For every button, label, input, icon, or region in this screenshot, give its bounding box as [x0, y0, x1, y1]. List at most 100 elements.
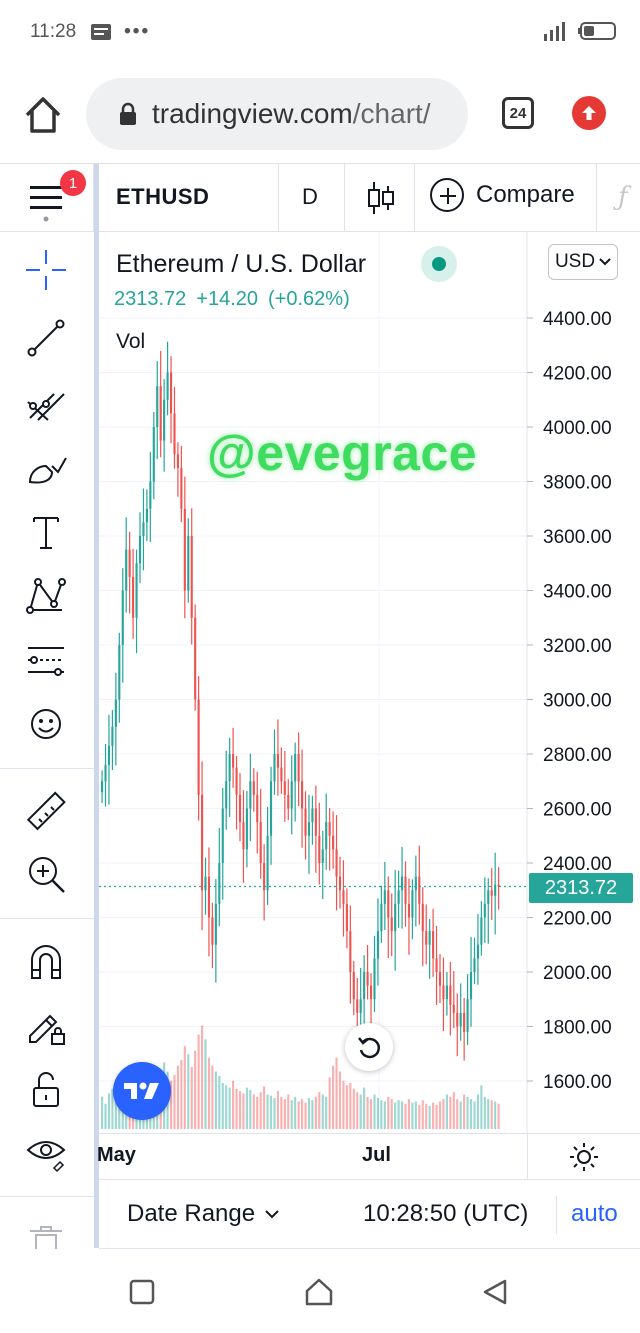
- zoom-in-tool[interactable]: [22, 850, 70, 898]
- price-axis-label: 2000.00: [543, 963, 612, 984]
- chart-type-button[interactable]: [366, 180, 396, 216]
- compare-button[interactable]: Compare: [430, 178, 575, 212]
- price-axis-label: 4400.00: [543, 309, 612, 330]
- candle-body: [107, 745, 111, 765]
- system-navigation-bar: [0, 1249, 640, 1333]
- volume-bar: [404, 1103, 407, 1129]
- candle-body: [190, 536, 193, 618]
- price-chart[interactable]: 4400.00 4200.00 4000.00 3800.00 3600.00 3400.…: [99, 232, 640, 1133]
- fib-tool[interactable]: [22, 378, 70, 426]
- battery-icon: [578, 22, 616, 40]
- crosshair-tool[interactable]: [22, 246, 70, 294]
- auto-scale-button[interactable]: auto: [571, 1200, 618, 1227]
- candle-body: [194, 617, 197, 700]
- candle-body: [435, 958, 438, 972]
- candle-body: [421, 903, 424, 932]
- volume-bar: [173, 1074, 176, 1129]
- candle-body: [335, 849, 338, 877]
- volume-bar: [228, 1087, 231, 1129]
- emoji-tool[interactable]: [22, 700, 70, 748]
- price-axis-label: 1800.00: [543, 1018, 612, 1039]
- unlock-icon: [33, 1072, 59, 1107]
- volume-bar: [383, 1101, 386, 1129]
- candle-body: [483, 903, 486, 918]
- smiley-icon: [31, 709, 61, 739]
- main-menu-button[interactable]: 1: [0, 164, 94, 232]
- candle-body: [369, 985, 373, 1000]
- address-bar[interactable]: tradingview.com/chart/: [86, 78, 468, 150]
- hide-drawings-tool[interactable]: [22, 1128, 70, 1176]
- volume-bar: [459, 1101, 462, 1129]
- volume-bar: [252, 1094, 255, 1129]
- chart-pane[interactable]: 4400.00 4200.00 4000.00 3800.00 3600.00 3400.…: [99, 232, 640, 1133]
- pattern-icon: [26, 578, 66, 614]
- symbol-search-button[interactable]: ETHUSD: [116, 184, 210, 209]
- price-axis-label: 3200.00: [543, 636, 612, 657]
- candle-body: [145, 508, 148, 523]
- recent-apps-button[interactable]: [125, 1275, 159, 1309]
- browser-update-button[interactable]: [572, 96, 606, 130]
- tab-switcher-button[interactable]: 24: [502, 97, 534, 129]
- status-more-dots: •••: [124, 21, 151, 42]
- chart-settings-button[interactable]: [527, 1134, 640, 1180]
- indicators-fx-icon[interactable]: ƒ: [618, 182, 628, 212]
- volume-bar: [225, 1085, 228, 1129]
- candle-body: [404, 876, 407, 904]
- candle-body: [218, 863, 221, 904]
- candle-body: [297, 754, 300, 782]
- date-range-button[interactable]: Date Range: [127, 1200, 279, 1228]
- home-button[interactable]: [302, 1275, 336, 1309]
- reset-chart-button[interactable]: [345, 1023, 393, 1071]
- measure-tool[interactable]: [22, 788, 70, 836]
- volume-bar: [487, 1099, 490, 1129]
- brush-tool[interactable]: [22, 444, 70, 492]
- remove-drawings-tool[interactable]: [22, 1214, 70, 1262]
- date-range-label: Date Range: [127, 1200, 256, 1227]
- browser-home-button[interactable]: [22, 94, 64, 136]
- interval-button[interactable]: D: [302, 184, 318, 209]
- candle-body: [280, 767, 283, 782]
- volume-bar: [497, 1103, 500, 1129]
- candle-body: [497, 884, 500, 887]
- candle-body: [232, 754, 235, 768]
- lock-drawing-tool[interactable]: [22, 1002, 70, 1050]
- volume-bar: [242, 1093, 245, 1129]
- candle-body: [290, 781, 293, 809]
- tradingview-logo[interactable]: [113, 1062, 171, 1120]
- time-axis[interactable]: May Jul: [97, 1133, 640, 1180]
- market-status-indicator[interactable]: [421, 246, 457, 282]
- brush-icon: [28, 457, 67, 484]
- text-tool[interactable]: [22, 508, 70, 556]
- lock-all-tool[interactable]: [22, 1066, 70, 1114]
- trend-line-tool[interactable]: [22, 314, 70, 362]
- currency-select[interactable]: USD: [548, 244, 618, 280]
- candle-body: [307, 822, 311, 836]
- volume-bar: [463, 1094, 466, 1129]
- candle-body: [121, 590, 124, 645]
- volume-bar: [304, 1102, 307, 1129]
- price-axis-label: 3800.00: [543, 473, 612, 494]
- magnet-tool[interactable]: [22, 938, 70, 986]
- volume-bar: [235, 1088, 238, 1129]
- candle-body: [466, 999, 469, 1032]
- volume-bar: [380, 1100, 383, 1129]
- toolbar-edge: [94, 164, 99, 1248]
- candle-body: [397, 890, 400, 904]
- volume-bar: [104, 1103, 107, 1129]
- pattern-tool[interactable]: [22, 572, 70, 620]
- timezone-clock[interactable]: 10:28:50 (UTC): [363, 1200, 529, 1227]
- prediction-tool[interactable]: [22, 636, 70, 684]
- volume-bar: [473, 1101, 476, 1129]
- volume-bar: [290, 1100, 293, 1129]
- candle-body: [387, 890, 390, 918]
- volume-indicator-label[interactable]: Vol: [116, 330, 146, 353]
- zoom-in-icon: [29, 857, 65, 893]
- volume-bar: [456, 1099, 459, 1129]
- candle-body: [394, 903, 397, 932]
- candle-body: [345, 903, 348, 932]
- volume-bar: [314, 1096, 317, 1129]
- tradingview-logo-icon: [124, 1082, 159, 1099]
- price-axis-label: 3600.00: [543, 527, 612, 548]
- candle-body: [318, 835, 321, 863]
- back-button[interactable]: [478, 1275, 512, 1309]
